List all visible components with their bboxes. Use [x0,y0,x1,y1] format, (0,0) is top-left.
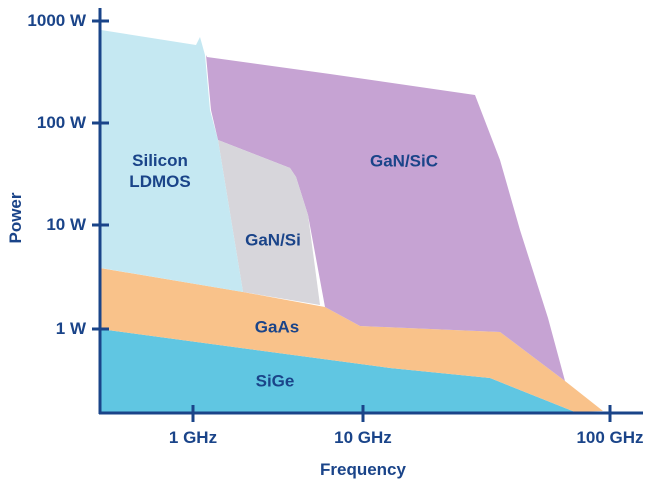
region-label-gan-si: GaN/Si [245,230,301,250]
y-tick-label-1000w: 1000 W [27,11,86,30]
region-silicon-ldmos [101,30,243,292]
y-tick-label-1w: 1 W [55,319,86,338]
x-tick-label-100ghz: 100 GHz [576,428,644,447]
region-sige [100,329,575,412]
region-label-gaas: GaAs [254,317,300,337]
region-label-silicon-ldmos: Silicon LDMOS [129,151,191,191]
x-axis-title: Frequency [320,460,406,479]
x-tick-label-10ghz: 10 GHz [334,428,392,447]
y-tick-label-100w: 100 W [36,113,86,132]
region-label-sige: SiGe [255,371,295,391]
region-gaas [100,268,603,412]
region-label-gan-sic: GaN/SiC [369,151,439,171]
x-tick-label-1ghz: 1 GHz [168,428,218,447]
region-gan-sic [206,55,565,381]
y-tick-label-10w: 10 W [46,215,86,234]
region-gan-si [218,140,320,305]
